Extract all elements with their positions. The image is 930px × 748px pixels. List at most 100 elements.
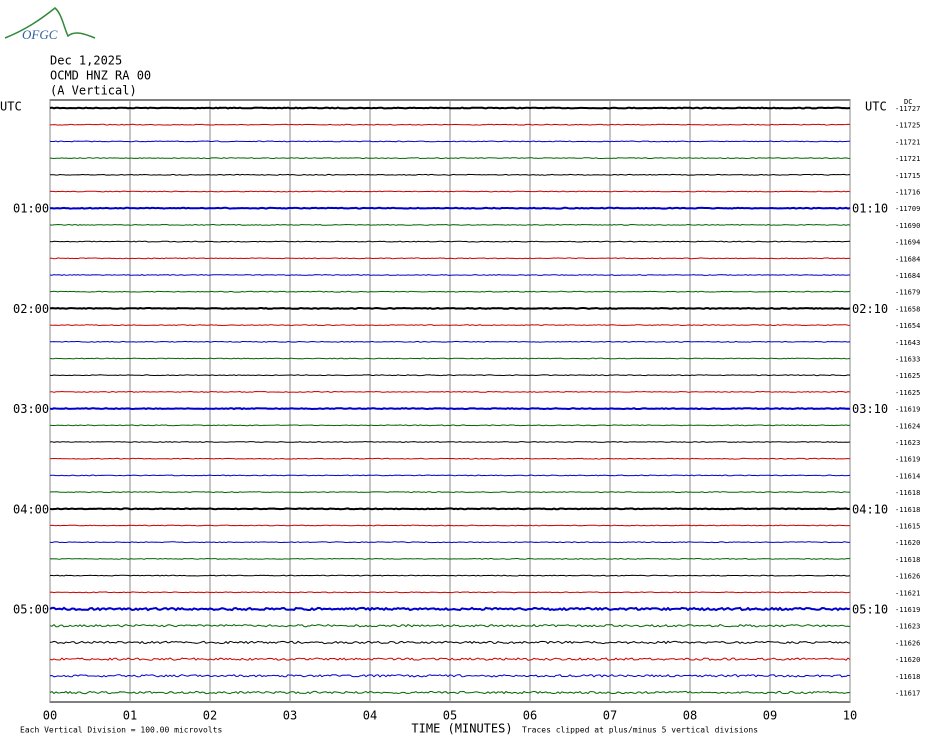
left-unit: UTC [0,100,22,114]
trace-offset: -11626 [895,573,920,581]
x-tick-label: 07 [603,709,617,723]
trace-offset: -11709 [895,205,920,213]
right-time-label: 03:10 [852,402,888,416]
trace [49,324,851,327]
right-time-label: 02:10 [852,302,888,316]
trace [49,223,851,226]
trace-offset: -11621 [895,589,920,597]
trace-offset: -11715 [895,172,920,180]
trace-offset: -11623 [895,623,920,631]
trace [49,690,851,695]
trace [49,606,851,612]
trace-offset: -11615 [895,523,920,531]
trace-offset: -11626 [895,639,920,647]
trace [49,274,850,276]
trace [49,574,851,577]
trace-offset: -11625 [895,372,920,380]
trace [49,407,851,411]
station: OCMD HNZ RA 00 [50,69,151,83]
trace [49,123,851,126]
trace [49,507,851,511]
trace [49,424,851,427]
trace [49,190,851,193]
x-tick-label: 03 [283,709,297,723]
trace-offset: -11614 [895,472,920,480]
trace-offset: -11658 [895,305,920,313]
trace [49,106,851,110]
trace-offset: -11619 [895,606,920,614]
trace [49,140,850,143]
trace [49,340,851,343]
trace [49,157,851,160]
footer-right: Traces clipped at plus/minus 5 vertical … [522,726,758,735]
logo: OFGC [22,27,58,42]
x-tick-label: 00 [43,709,57,723]
x-tick-label: 08 [683,709,697,723]
trace-offset: -11694 [895,239,920,247]
trace [49,173,851,176]
trace-offset: -11617 [895,690,920,698]
x-tick-label: 05 [443,709,457,723]
x-tick-label: 04 [363,709,377,723]
trace [49,657,851,661]
trace [49,357,851,360]
right-unit: UTC [865,100,887,114]
trace-offset: -11633 [895,356,920,364]
trace [49,374,851,377]
trace [49,206,851,210]
x-label: TIME (MINUTES) [411,722,512,736]
trace-offset: -11623 [895,439,920,447]
trace-offset: -11620 [895,539,920,547]
trace-offset: -11725 [895,122,920,130]
trace [49,257,851,260]
left-time-label: 05:00 [13,603,49,617]
right-time-label: 04:10 [852,502,888,516]
x-tick-label: 01 [123,709,137,723]
trace [49,541,851,544]
trace [49,457,851,460]
date: Dec 1,2025 [50,54,122,68]
footer-left: Each Vertical Division = 100.00 microvol… [20,726,222,735]
trace-offset: -11643 [895,339,920,347]
trace [49,441,851,443]
trace-offset: -11684 [895,272,920,280]
left-time-label: 03:00 [13,402,49,416]
logo-curve [4,7,96,39]
x-tick-label: 09 [763,709,777,723]
trace-offset: -11618 [895,556,920,564]
trace-offset: -11618 [895,673,920,681]
trace-offset: -11618 [895,506,920,514]
trace-offset: -11625 [895,389,920,397]
trace-offset: -11620 [895,656,920,664]
trace [49,623,851,628]
component: (A Vertical) [50,84,137,98]
trace-offset: -11727 [895,105,920,113]
left-time-label: 01:00 [13,202,49,216]
trace [49,557,851,560]
trace [49,640,851,645]
trace-offset: -11624 [895,422,920,430]
right-time-label: 01:10 [852,202,888,216]
trace [49,591,851,594]
corner-mark: DC [904,98,912,106]
trace [49,474,851,477]
trace [49,306,851,310]
trace-offset: -11618 [895,489,920,497]
right-time-label: 05:10 [852,603,888,617]
trace [49,524,850,527]
trace-offset: -11721 [895,138,920,146]
trace-offset: -11679 [895,289,920,297]
trace [49,290,851,293]
left-time-label: 02:00 [13,302,49,316]
trace-offset: -11654 [895,322,920,330]
x-tick-label: 02 [203,709,217,723]
trace [49,390,851,393]
x-tick-label: 06 [523,709,537,723]
trace-offset: -11619 [895,406,920,414]
trace-offset: -11721 [895,155,920,163]
trace [49,491,851,494]
x-tick-label: 10 [843,709,857,723]
trace-offset: -11716 [895,189,920,197]
trace [49,240,851,243]
